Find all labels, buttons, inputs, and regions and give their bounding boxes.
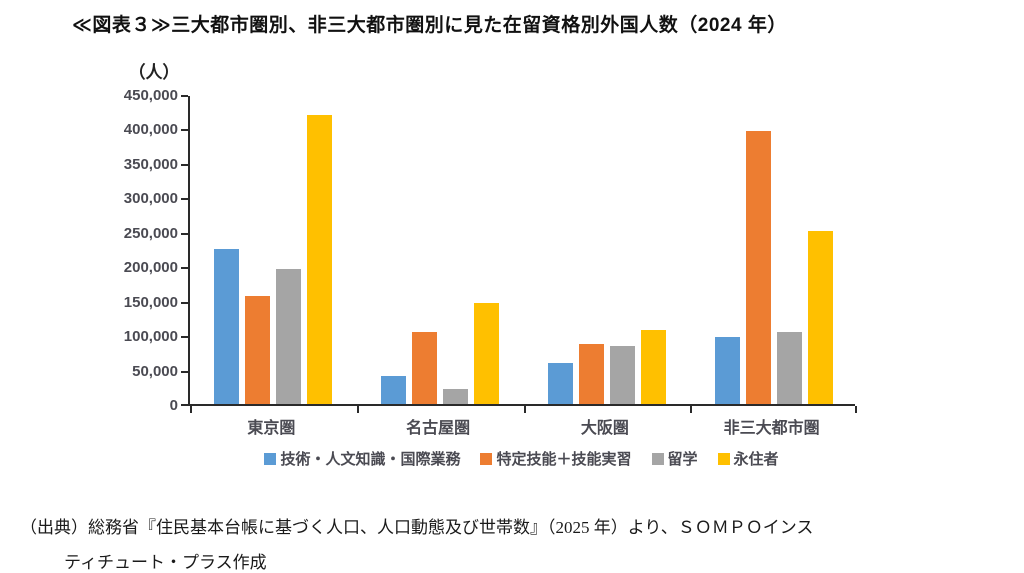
y-axis-tick-label: 300,000	[123, 190, 178, 208]
bar	[412, 331, 438, 404]
bar	[609, 346, 635, 404]
legend-item: 留学	[651, 448, 698, 469]
y-axis-tick-label: 250,000	[123, 224, 178, 242]
y-axis-tick-label: 100,000	[123, 328, 178, 346]
bar	[443, 388, 469, 404]
y-axis-tick-label: 0	[169, 397, 178, 414]
bar	[807, 231, 833, 404]
y-axis-tick-label: 50,000	[132, 362, 178, 380]
bar	[745, 131, 771, 404]
legend-swatch-icon	[264, 452, 277, 465]
y-axis-tick-mark	[181, 95, 188, 97]
legend-label: 特定技能＋技能実習	[496, 451, 632, 468]
x-axis-tick-mark	[190, 406, 192, 413]
legend-label: 永住者	[733, 451, 779, 468]
source-note-line1: （出典）総務省『住民基本台帳に基づく人口、人口動態及び世帯数』（2025 年）よ…	[20, 518, 814, 537]
legend-swatch-icon	[651, 452, 664, 465]
bar	[276, 268, 302, 404]
y-axis-unit-label: （人）	[128, 63, 180, 82]
bar	[547, 362, 573, 404]
legend-item: 技術・人文知識・国際業務	[264, 448, 460, 469]
legend-swatch-icon	[480, 452, 493, 465]
y-axis-tick-label: 400,000	[123, 121, 178, 139]
legend: 技術・人文知識・国際業務 特定技能＋技能実習 留学 永住者	[188, 448, 855, 469]
x-axis-category-label: 名古屋圏	[406, 420, 471, 437]
bar-group-1	[190, 96, 357, 404]
x-axis-tick-mark	[690, 406, 693, 413]
bar	[474, 303, 500, 404]
y-axis-tick-label: 350,000	[123, 155, 178, 173]
bar	[307, 114, 333, 404]
legend-swatch-icon	[717, 452, 730, 465]
y-axis-tick-mark	[181, 163, 188, 166]
x-axis-category-label: 大阪圏	[580, 420, 629, 437]
bar	[776, 332, 802, 404]
x-axis-category-label: 非三大都市圏	[723, 420, 820, 437]
x-axis-tick-mark	[356, 406, 359, 413]
bar	[640, 330, 666, 404]
y-axis-tick-mark	[181, 129, 188, 132]
y-axis-tick-mark	[181, 232, 188, 235]
y-axis-tick-mark	[181, 336, 188, 339]
y-axis-tick-labels: 450,000 400,000 350,000 300,000 250,000 200,0…	[80, 87, 178, 414]
y-axis-tick-mark	[181, 198, 188, 201]
y-axis-tick-mark	[181, 370, 188, 373]
y-axis-tick-label: 150,000	[123, 293, 178, 311]
x-axis-category-labels: 東京圏 名古屋圏 大阪圏 非三大都市圏	[188, 414, 855, 438]
legend-label: 留学	[667, 451, 698, 468]
bar	[381, 376, 407, 404]
bar	[214, 249, 240, 404]
y-axis-tick-label: 450,000	[123, 87, 178, 104]
bar-group-4	[690, 96, 857, 404]
legend-label: 技術・人文知識・国際業務	[280, 451, 461, 468]
bar-group-2	[357, 96, 524, 404]
source-note: （出典）総務省『住民基本台帳に基づく人口、人口動態及び世帯数』（2025 年）よ…	[20, 510, 1000, 573]
plot-area	[181, 95, 857, 413]
bar-group-3	[524, 96, 691, 404]
y-axis-tick-mark	[181, 404, 188, 406]
y-axis-tick-mark	[181, 267, 188, 270]
chart-title: ≪図表３≫三大都市圏別、非三大都市圏別に見た在留資格別外国人数（2024 年）	[72, 15, 787, 36]
legend-item: 特定技能＋技能実習	[480, 448, 632, 469]
source-note-line2: ティチュート・プラス作成	[64, 553, 267, 572]
y-axis-tick-mark	[181, 301, 188, 304]
x-axis-category-label: 東京圏	[247, 420, 296, 437]
x-axis-tick-mark	[855, 406, 857, 413]
legend-item: 永住者	[717, 448, 779, 469]
x-axis-tick-mark	[523, 406, 526, 413]
bar	[578, 344, 604, 404]
y-axis-tick-label: 200,000	[123, 259, 178, 277]
bar	[245, 295, 271, 404]
bar	[714, 337, 740, 404]
